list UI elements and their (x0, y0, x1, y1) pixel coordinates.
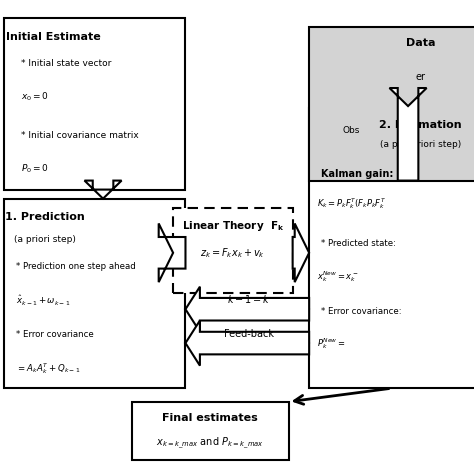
Text: * Initial covariance matrix: * Initial covariance matrix (20, 131, 138, 140)
Text: Initial Estimate: Initial Estimate (6, 32, 101, 42)
Text: * Prediction one step ahead: * Prediction one step ahead (17, 262, 136, 271)
Text: er: er (415, 72, 426, 82)
Text: $x_{k=k\_max}$ and $P_{k=k\_max}$: $x_{k=k\_max}$ and $P_{k=k\_max}$ (156, 436, 264, 451)
Bar (132, 402, 289, 460)
Text: * Error covariance:: * Error covariance: (321, 307, 402, 316)
Text: (a posteriori step): (a posteriori step) (380, 140, 461, 149)
Text: 1. Prediction: 1. Prediction (6, 212, 85, 222)
Text: $K_k=P_kF_k^T(F_kP_kF_k^T$: $K_k=P_kF_k^T(F_kP_kF_k^T$ (318, 196, 387, 211)
Polygon shape (390, 88, 427, 181)
Text: Obs: Obs (342, 127, 359, 136)
Polygon shape (159, 223, 185, 282)
Text: $z_k=F_kx_k + v_k$: $z_k=F_kx_k + v_k$ (201, 246, 265, 260)
Text: * Error covariance: * Error covariance (17, 329, 94, 338)
Text: * Initial state vector: * Initial state vector (20, 59, 111, 68)
Text: $P_k^{New}=$: $P_k^{New}=$ (318, 337, 346, 351)
Bar (309, 27, 474, 181)
Text: 2. Estimation: 2. Estimation (379, 119, 462, 129)
Text: Feed-back: Feed-back (224, 328, 274, 338)
Polygon shape (84, 181, 122, 199)
Text: $=A_kA_k^T+Q_{k-1}$: $=A_kA_k^T+Q_{k-1}$ (17, 361, 81, 376)
Text: $\hat{x}_{k-1} + \omega_{k-1}$: $\hat{x}_{k-1} + \omega_{k-1}$ (17, 293, 71, 308)
Text: $P_0=0$: $P_0=0$ (20, 163, 48, 175)
Text: $x_k^{New}=x_k^-$: $x_k^{New}=x_k^-$ (318, 269, 359, 283)
Text: Final estimates: Final estimates (162, 413, 258, 423)
Text: Linear Theory  $\mathbf{F_k}$: Linear Theory $\mathbf{F_k}$ (182, 219, 284, 233)
Bar (173, 208, 292, 293)
Text: $k - 1 = k$: $k - 1 = k$ (228, 293, 271, 305)
Text: Data: Data (406, 38, 435, 48)
Polygon shape (185, 320, 309, 365)
Polygon shape (185, 287, 309, 332)
Bar (4, 199, 185, 388)
Text: $x_0=0$: $x_0=0$ (20, 90, 49, 103)
Text: * Predicted state:: * Predicted state: (321, 239, 396, 248)
Bar (4, 18, 185, 190)
Polygon shape (292, 223, 309, 282)
Text: (a priori step): (a priori step) (14, 235, 76, 244)
Bar (309, 109, 474, 388)
Text: Kalman gain:: Kalman gain: (321, 169, 394, 179)
